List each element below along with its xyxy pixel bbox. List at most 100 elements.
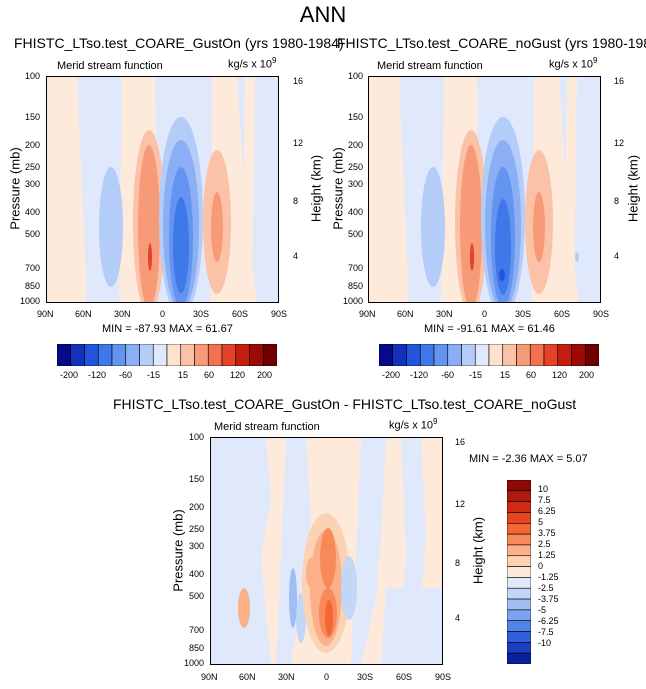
ytick: 1000 xyxy=(183,658,204,668)
xtick: 30N xyxy=(436,309,453,319)
height-tick: 12 xyxy=(293,138,304,148)
cb-label: -200 xyxy=(382,370,401,380)
colorbar-swatch xyxy=(111,343,127,367)
panel3-title: FHISTC_LTso.test_COARE_GustOn - FHISTC_L… xyxy=(113,396,577,412)
height-tick: 4 xyxy=(614,251,620,261)
panel3-left-label: Merid stream function xyxy=(214,421,320,433)
ytick: 500 xyxy=(188,591,204,601)
ytick: 150 xyxy=(188,474,204,484)
cb-label: -10 xyxy=(538,638,552,648)
xtick: 60S xyxy=(396,672,413,682)
ytick: 1000 xyxy=(342,296,363,306)
colorbar-diff xyxy=(506,479,532,665)
colorbar-swatch xyxy=(249,343,264,367)
height-tick: 4 xyxy=(455,613,461,623)
ytick: 200 xyxy=(347,140,363,150)
ytick: 200 xyxy=(24,140,40,150)
xtick: 30S xyxy=(515,309,532,319)
colorbar-swatch xyxy=(506,533,532,546)
xtick: 30N xyxy=(114,309,131,319)
xtick: 0 xyxy=(160,309,166,319)
panel1-ylabel-right: Height (km) xyxy=(308,154,324,223)
ytick: 850 xyxy=(24,281,40,291)
cb-label: 200 xyxy=(579,370,595,380)
colorbar-swatch xyxy=(506,609,532,622)
colorbar-swatch xyxy=(433,343,449,367)
xtick: 90S xyxy=(271,309,288,319)
colorbar-swatch xyxy=(506,512,532,524)
cb-label: -60 xyxy=(441,370,455,380)
colorbar-swatch xyxy=(516,343,531,367)
colorbar-swatch xyxy=(474,343,490,367)
panel2-units: kg/s x 109 xyxy=(549,56,598,71)
xtick: 30S xyxy=(357,672,374,682)
panel2-plot xyxy=(368,76,601,303)
colorbar-swatch xyxy=(447,343,462,367)
cb-label: 3.75 xyxy=(538,528,556,538)
colorbar-swatch xyxy=(152,343,168,367)
colorbar-swatch xyxy=(506,490,532,502)
xtick: 90S xyxy=(435,672,452,682)
height-tick: 16 xyxy=(455,437,466,447)
xtick: 0 xyxy=(482,309,488,319)
colorbar-swatch xyxy=(70,343,85,367)
cb-label: -15 xyxy=(147,370,161,380)
cb-label: -5 xyxy=(538,605,547,615)
xtick: 0 xyxy=(324,672,330,682)
colorbar-swatch xyxy=(180,343,195,367)
cb-label: -60 xyxy=(119,370,133,380)
cb-label: -15 xyxy=(469,370,483,380)
panel1-plot xyxy=(46,76,279,303)
cb-label: 120 xyxy=(552,370,568,380)
cb-label: -120 xyxy=(410,370,429,380)
colorbar-diff-labels: 10 7.5 6.25 5 3.75 2.5 1.25 0 -1.25 -2.5… xyxy=(538,480,578,664)
colorbar-swatch xyxy=(529,343,545,367)
colorbar-swatch xyxy=(571,343,586,367)
ytick: 300 xyxy=(347,179,363,189)
panel1-left-label: Merid stream function xyxy=(57,60,163,72)
colorbar-swatch xyxy=(506,501,532,513)
colorbar-swatch xyxy=(506,544,532,557)
xtick: 60N xyxy=(239,672,256,682)
cb-label: -2.5 xyxy=(538,583,554,593)
colorbar-swatch xyxy=(262,343,278,367)
xtick: 90N xyxy=(359,309,376,319)
cb-label: -3.75 xyxy=(538,594,559,604)
colorbar-swatch xyxy=(139,343,154,367)
panel3-ylabel-right: Height (km) xyxy=(470,516,486,585)
cb-label: -6.25 xyxy=(538,616,559,626)
ytick: 850 xyxy=(188,643,204,653)
ytick: 150 xyxy=(24,112,40,122)
xtick: 60N xyxy=(397,309,414,319)
ytick: 250 xyxy=(24,162,40,172)
colorbar-swatch xyxy=(125,343,140,367)
ytick: 300 xyxy=(24,179,40,189)
colorbar-swatch xyxy=(235,343,250,367)
height-tick: 4 xyxy=(293,251,299,261)
colorbar-1 xyxy=(56,343,278,367)
colorbar-swatch xyxy=(392,343,407,367)
cb-label: 60 xyxy=(204,370,215,380)
cb-label: -7.5 xyxy=(538,627,554,637)
colorbar-swatch xyxy=(506,522,532,535)
colorbar-2 xyxy=(378,343,600,367)
panel1-title: FHISTC_LTso.test_COARE_GustOn (yrs 1980-… xyxy=(14,35,344,51)
colorbar-swatch xyxy=(488,343,504,367)
ytick: 500 xyxy=(24,229,40,239)
colorbar-swatch xyxy=(506,577,532,589)
ytick: 400 xyxy=(347,207,363,217)
ytick: 500 xyxy=(347,229,363,239)
cb-label: 2.5 xyxy=(538,539,551,549)
ytick: 250 xyxy=(347,162,363,172)
ytick: 400 xyxy=(24,207,40,217)
colorbar-swatch xyxy=(506,566,532,578)
colorbar-swatch xyxy=(461,343,476,367)
colorbar-swatch xyxy=(506,479,532,492)
panel1-units: kg/s x 109 xyxy=(228,56,277,71)
colorbar-swatch xyxy=(84,343,99,367)
cb-label: 200 xyxy=(257,370,273,380)
xtick: 90N xyxy=(201,672,218,682)
ytick: 250 xyxy=(188,524,204,534)
ytick: 700 xyxy=(24,263,40,273)
cb-label: 15 xyxy=(500,370,511,380)
